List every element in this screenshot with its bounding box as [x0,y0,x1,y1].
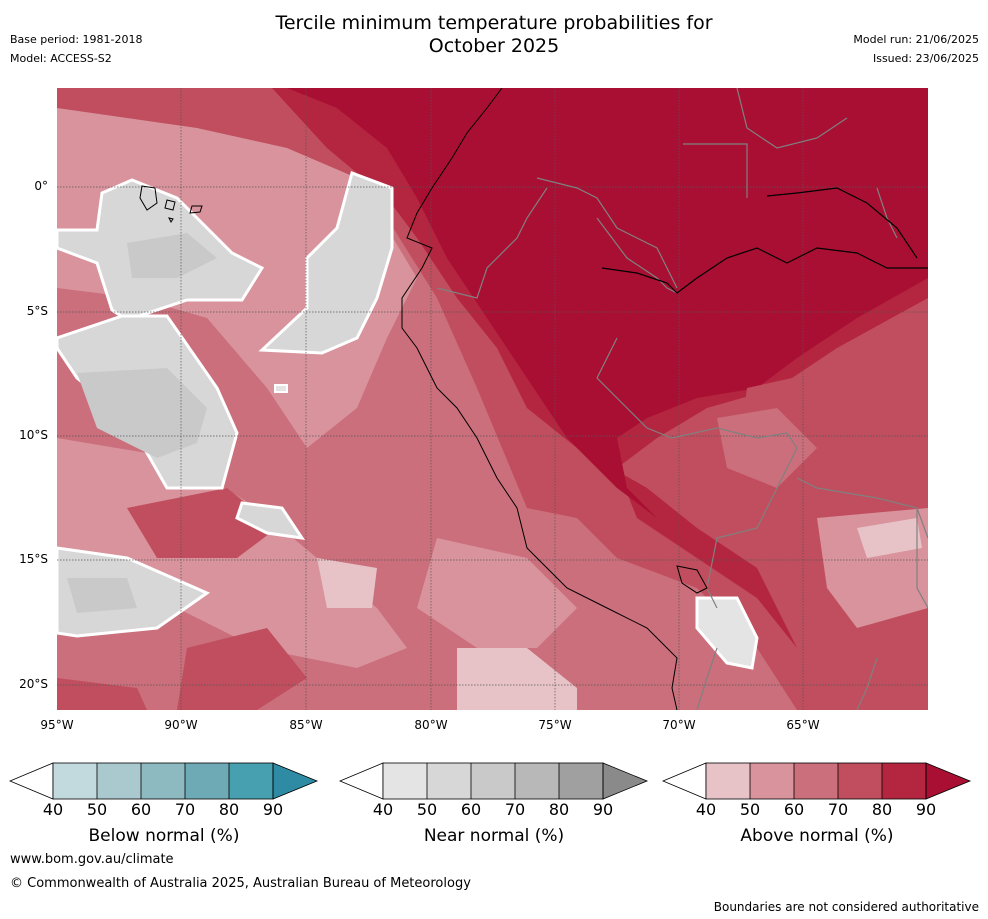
region-above-70-patch2 [177,628,307,710]
footer-url[interactable]: www.bom.gov.au/climate [10,852,174,867]
model-run-label: Model run: 21/06/2025 [853,33,979,46]
region-above-40-patch [317,558,377,608]
lon-label-90w: 90°W [164,718,198,732]
tick-label: 60 [783,800,805,819]
region-near-60-north [127,233,217,278]
galapagos-islands [139,185,203,223]
footer-copyright: © Commonwealth of Australia 2025, Austra… [10,876,471,891]
river-lines [601,187,928,294]
lon-label-85w: 85°W [289,718,323,732]
tick-label: 70 [504,800,526,819]
lat-label-20s: 20°S [19,677,48,691]
region-above-70-patch3 [57,678,147,710]
tick-label: 50 [739,800,761,819]
lon-label-95w: 95°W [40,718,74,732]
region-above-90 [287,88,928,558]
map-title-line2: October 2025 [428,35,560,57]
tick-label: 40 [42,800,64,819]
lon-label-80w: 80°W [414,718,448,732]
colorbar-near-title: Near normal (%) [423,826,565,846]
tick-label: 70 [174,800,196,819]
colorbar-below [9,762,319,800]
tick-label: 50 [86,800,108,819]
tick-label: 90 [915,800,937,819]
tick-label: 80 [548,800,570,819]
probability-map [57,88,928,710]
lat-label-10s: 10°S [19,428,48,442]
lake-titicaca [676,565,708,594]
coastline [401,88,678,710]
map-title: Tercile minimum temperature probabilitie… [0,12,988,58]
lat-label-0: 0° [34,179,48,193]
tick-label: 60 [460,800,482,819]
colorbar-above-title: Above normal (%) [740,826,894,846]
lon-label-70w: 70°W [662,718,696,732]
lon-label-75w: 75°W [538,718,572,732]
graticule [57,88,928,710]
tick-label: 40 [372,800,394,819]
lon-label-65w: 65°W [786,718,820,732]
region-near-50-south [57,546,211,638]
region-above-50-coast [417,538,577,648]
tick-label: 60 [130,800,152,819]
region-near-40-altiplano [695,596,759,670]
colorbar-above [662,762,972,800]
region-above-40-east [857,518,922,558]
colorbar-near [339,762,649,800]
region-above-70-east [737,368,928,528]
region-near-60-south [67,578,137,613]
footer-disclaimer: Boundaries are not considered authoritat… [713,900,979,914]
base-period-label: Base period: 1981-2018 [10,33,143,46]
region-above-70-patch1 [127,488,277,558]
region-above-40-south [457,648,577,710]
region-near-40-speck [274,384,288,393]
region-near-60-central [77,368,207,458]
tick-label: 90 [592,800,614,819]
tick-label: 90 [262,800,284,819]
model-label: Model: ACCESS-S2 [10,52,112,65]
tick-label: 40 [695,800,717,819]
region-above-60-east [717,408,817,488]
region-near-50-patch [235,501,306,540]
tick-label: 80 [218,800,240,819]
tick-label: 70 [827,800,849,819]
colorbar-below-title: Below normal (%) [88,826,240,846]
issued-label: Issued: 23/06/2025 [872,52,979,65]
lat-label-15s: 15°S [19,552,48,566]
country-borders [436,88,928,710]
tick-label: 50 [416,800,438,819]
map-title-line1: Tercile minimum temperature probabilitie… [275,12,713,34]
lat-label-5s: 5°S [26,304,48,318]
region-near-50-galapagos-east [258,171,394,355]
tick-label: 80 [871,800,893,819]
